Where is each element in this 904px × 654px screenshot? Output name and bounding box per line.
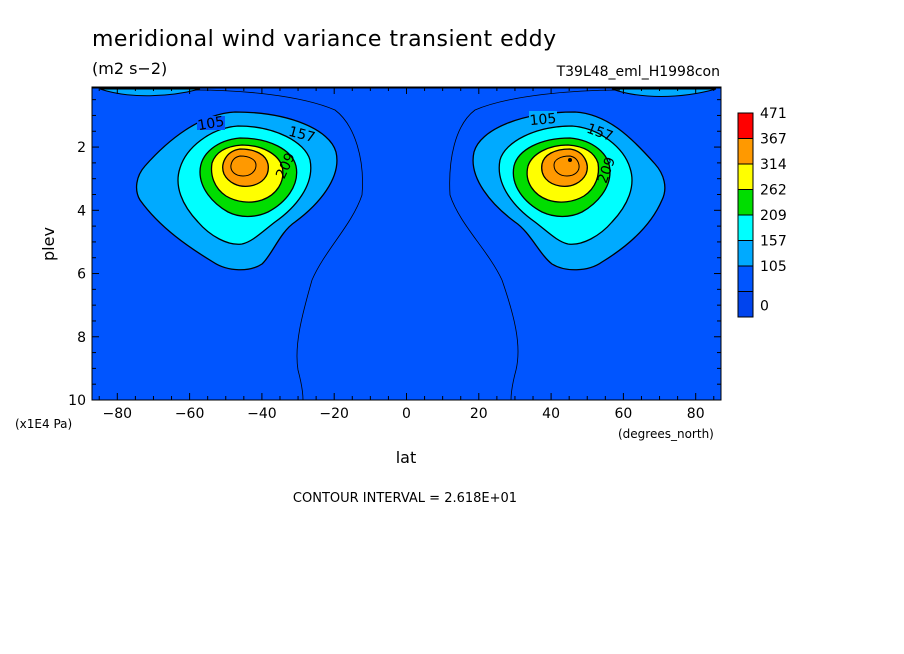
plot-area: 105 157 209 105 157 209: [92, 87, 721, 400]
axes: −80 −60 −40 −20 0 20 40 60 80 2 4 6 8 10: [68, 87, 721, 422]
contour-label-105-right: 105: [529, 111, 557, 129]
top-band-right: [611, 88, 717, 97]
x-tick-label: 60: [614, 406, 632, 422]
colorbar-swatch: [737, 240, 754, 267]
contour-fill-314-right: [541, 148, 588, 188]
colorbar-swatch: [737, 265, 754, 292]
colorbar-label: 0: [760, 298, 769, 314]
y-tick-label: 6: [77, 267, 86, 283]
colorbar-label: 471: [760, 106, 787, 122]
contour-interval: CONTOUR INTERVAL = 2.618E+01: [293, 491, 517, 506]
y-units-label: (x1E4 Pa): [15, 417, 72, 431]
x-tick-label: 20: [470, 406, 488, 422]
zero-contour-left: [194, 89, 363, 400]
units-label: (m2 s−2): [92, 59, 167, 78]
y-tick-label: 8: [77, 330, 86, 346]
colorbar-label: 262: [760, 183, 787, 199]
colorbar-swatch: [737, 112, 754, 139]
contour-fill-314-left: [222, 148, 269, 188]
contour-inner-left: [230, 155, 257, 177]
x-tick-label: −80: [103, 406, 133, 422]
run-label: T39L48_eml_H1998con: [556, 64, 720, 80]
y-axis-label: plev: [39, 227, 58, 261]
contour-label-105-left: 105: [196, 114, 225, 134]
x-tick-label: 0: [402, 406, 411, 422]
colorbar-label: 367: [760, 132, 787, 148]
colorbar-label: 314: [760, 157, 787, 173]
x-tick-label: −60: [175, 406, 205, 422]
colorbar-label: 157: [760, 234, 787, 250]
x-tick-label: −40: [247, 406, 277, 422]
x-tick-label: 80: [687, 406, 705, 422]
x-tick-label: 40: [542, 406, 560, 422]
x-tick-label: −20: [319, 406, 349, 422]
y-tick-label: 4: [77, 203, 86, 219]
colorbar-swatch: [737, 138, 754, 165]
y-tick-label: 10: [68, 393, 86, 409]
jet-left: [135, 111, 338, 271]
colorbar-label: 209: [760, 208, 787, 224]
colorbar: 471 367 314 262 209 157 105 0: [737, 106, 787, 318]
colorbar-swatch: [737, 214, 754, 241]
contour-label-157-left: 157: [287, 124, 317, 146]
x-units-label: (degrees_north): [618, 427, 714, 441]
jet-right: [472, 111, 666, 271]
zero-contour-right: [449, 89, 621, 400]
x-axis-label: lat: [396, 448, 417, 467]
colorbar-swatch: [737, 291, 754, 318]
colorbar-swatch: [737, 189, 754, 216]
y-tick-label: 2: [77, 140, 86, 156]
colorbar-label: 105: [760, 259, 787, 275]
contour-labels: 105 157 209 105 157 209: [196, 111, 619, 186]
colorbar-swatch: [737, 163, 754, 190]
chart-title: meridional wind variance transient eddy: [92, 27, 557, 52]
contour-inner-right: [553, 155, 580, 177]
